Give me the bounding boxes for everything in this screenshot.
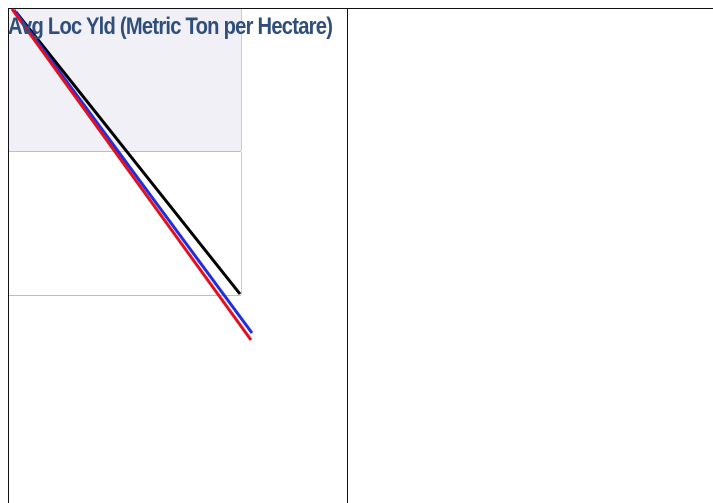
chart-band-lower <box>9 152 242 295</box>
chart-band-upper <box>9 9 242 151</box>
gridline-lower <box>9 295 241 296</box>
trend-line-red <box>10 8 253 341</box>
panel-top-border <box>280 8 713 9</box>
trend-line-black <box>14 11 242 295</box>
trend-line-blue <box>12 9 254 334</box>
panel-frame <box>8 8 348 503</box>
panel-title: Avg Loc Yld (Metric Ton per Hectare) <box>8 13 333 40</box>
